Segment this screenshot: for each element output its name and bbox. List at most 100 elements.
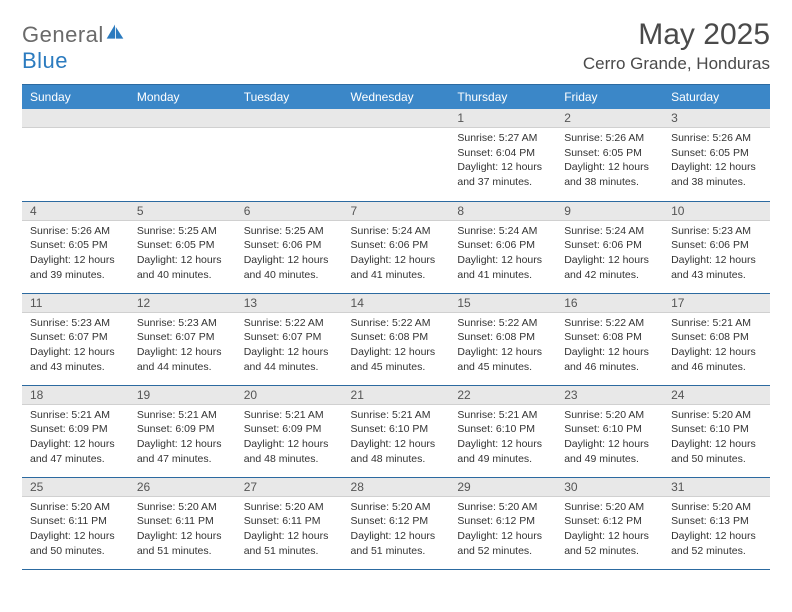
sunrise-line: Sunrise: 5:21 AM — [137, 408, 228, 423]
sunrise-line: Sunrise: 5:22 AM — [351, 316, 442, 331]
cell-content: Sunrise: 5:22 AMSunset: 6:08 PMDaylight:… — [556, 313, 663, 378]
sunset-line: Sunset: 6:07 PM — [137, 330, 228, 345]
cell-content: Sunrise: 5:21 AMSunset: 6:08 PMDaylight:… — [663, 313, 770, 378]
sunrise-line: Sunrise: 5:24 AM — [564, 224, 655, 239]
cell-content: Sunrise: 5:20 AMSunset: 6:12 PMDaylight:… — [449, 497, 556, 562]
calendar-cell-empty — [129, 109, 236, 201]
sunrise-line: Sunrise: 5:20 AM — [564, 408, 655, 423]
date-number: 21 — [343, 386, 450, 405]
daylight-line: Daylight: 12 hours and 47 minutes. — [137, 437, 228, 466]
sunrise-line: Sunrise: 5:22 AM — [457, 316, 548, 331]
date-number: 25 — [22, 478, 129, 497]
sunrise-line: Sunrise: 5:26 AM — [30, 224, 121, 239]
sunrise-line: Sunrise: 5:24 AM — [351, 224, 442, 239]
calendar-cell: 26Sunrise: 5:20 AMSunset: 6:11 PMDayligh… — [129, 477, 236, 569]
sunset-line: Sunset: 6:11 PM — [244, 514, 335, 529]
calendar-cell: 25Sunrise: 5:20 AMSunset: 6:11 PMDayligh… — [22, 477, 129, 569]
weekday-header: Saturday — [663, 85, 770, 110]
sunset-line: Sunset: 6:07 PM — [30, 330, 121, 345]
sunrise-line: Sunrise: 5:27 AM — [457, 131, 548, 146]
sunrise-line: Sunrise: 5:20 AM — [671, 408, 762, 423]
calendar-row: 1Sunrise: 5:27 AMSunset: 6:04 PMDaylight… — [22, 109, 770, 201]
sunset-line: Sunset: 6:06 PM — [351, 238, 442, 253]
cell-content: Sunrise: 5:26 AMSunset: 6:05 PMDaylight:… — [556, 128, 663, 193]
daylight-line: Daylight: 12 hours and 43 minutes. — [671, 253, 762, 282]
calendar-table: SundayMondayTuesdayWednesdayThursdayFrid… — [22, 84, 770, 570]
cell-content: Sunrise: 5:20 AMSunset: 6:10 PMDaylight:… — [663, 405, 770, 470]
sunset-line: Sunset: 6:09 PM — [30, 422, 121, 437]
calendar-cell: 5Sunrise: 5:25 AMSunset: 6:05 PMDaylight… — [129, 201, 236, 293]
cell-content: Sunrise: 5:21 AMSunset: 6:09 PMDaylight:… — [236, 405, 343, 470]
date-number: 12 — [129, 294, 236, 313]
calendar-cell: 29Sunrise: 5:20 AMSunset: 6:12 PMDayligh… — [449, 477, 556, 569]
date-number: 4 — [22, 202, 129, 221]
sunrise-line: Sunrise: 5:22 AM — [564, 316, 655, 331]
cell-content: Sunrise: 5:23 AMSunset: 6:07 PMDaylight:… — [22, 313, 129, 378]
daylight-line: Daylight: 12 hours and 44 minutes. — [244, 345, 335, 374]
calendar-row: 4Sunrise: 5:26 AMSunset: 6:05 PMDaylight… — [22, 201, 770, 293]
calendar-cell: 11Sunrise: 5:23 AMSunset: 6:07 PMDayligh… — [22, 293, 129, 385]
daylight-line: Daylight: 12 hours and 45 minutes. — [457, 345, 548, 374]
cell-content: Sunrise: 5:20 AMSunset: 6:12 PMDaylight:… — [343, 497, 450, 562]
sunrise-line: Sunrise: 5:23 AM — [671, 224, 762, 239]
cell-content: Sunrise: 5:21 AMSunset: 6:10 PMDaylight:… — [449, 405, 556, 470]
daylight-line: Daylight: 12 hours and 51 minutes. — [351, 529, 442, 558]
weekday-header: Wednesday — [343, 85, 450, 110]
cell-content: Sunrise: 5:23 AMSunset: 6:06 PMDaylight:… — [663, 221, 770, 286]
sunset-line: Sunset: 6:06 PM — [671, 238, 762, 253]
sunrise-line: Sunrise: 5:25 AM — [137, 224, 228, 239]
sunset-line: Sunset: 6:08 PM — [351, 330, 442, 345]
sunrise-line: Sunrise: 5:20 AM — [137, 500, 228, 515]
daylight-line: Daylight: 12 hours and 52 minutes. — [457, 529, 548, 558]
cell-content: Sunrise: 5:20 AMSunset: 6:11 PMDaylight:… — [129, 497, 236, 562]
cell-content: Sunrise: 5:23 AMSunset: 6:07 PMDaylight:… — [129, 313, 236, 378]
daylight-line: Daylight: 12 hours and 49 minutes. — [457, 437, 548, 466]
logo-text: General Blue — [22, 22, 126, 74]
header: General Blue May 2025 Cerro Grande, Hond… — [22, 18, 770, 74]
daylight-line: Daylight: 12 hours and 40 minutes. — [244, 253, 335, 282]
cell-content: Sunrise: 5:20 AMSunset: 6:11 PMDaylight:… — [236, 497, 343, 562]
calendar-cell: 17Sunrise: 5:21 AMSunset: 6:08 PMDayligh… — [663, 293, 770, 385]
date-number: 29 — [449, 478, 556, 497]
sunset-line: Sunset: 6:06 PM — [457, 238, 548, 253]
weekday-header: Sunday — [22, 85, 129, 110]
sunset-line: Sunset: 6:10 PM — [671, 422, 762, 437]
sunrise-line: Sunrise: 5:21 AM — [244, 408, 335, 423]
weekday-header: Tuesday — [236, 85, 343, 110]
calendar-cell-empty — [343, 109, 450, 201]
date-number: 23 — [556, 386, 663, 405]
date-number: 11 — [22, 294, 129, 313]
calendar-cell: 18Sunrise: 5:21 AMSunset: 6:09 PMDayligh… — [22, 385, 129, 477]
calendar-cell: 16Sunrise: 5:22 AMSunset: 6:08 PMDayligh… — [556, 293, 663, 385]
weekday-header: Monday — [129, 85, 236, 110]
date-number: 2 — [556, 109, 663, 128]
daylight-line: Daylight: 12 hours and 50 minutes. — [671, 437, 762, 466]
calendar-row: 25Sunrise: 5:20 AMSunset: 6:11 PMDayligh… — [22, 477, 770, 569]
calendar-cell: 27Sunrise: 5:20 AMSunset: 6:11 PMDayligh… — [236, 477, 343, 569]
daylight-line: Daylight: 12 hours and 48 minutes. — [351, 437, 442, 466]
calendar-cell: 31Sunrise: 5:20 AMSunset: 6:13 PMDayligh… — [663, 477, 770, 569]
daylight-line: Daylight: 12 hours and 42 minutes. — [564, 253, 655, 282]
sunrise-line: Sunrise: 5:26 AM — [564, 131, 655, 146]
cell-content: Sunrise: 5:21 AMSunset: 6:09 PMDaylight:… — [22, 405, 129, 470]
date-number: 15 — [449, 294, 556, 313]
calendar-cell-empty — [22, 109, 129, 201]
date-number: 30 — [556, 478, 663, 497]
date-number: 6 — [236, 202, 343, 221]
calendar-cell: 10Sunrise: 5:23 AMSunset: 6:06 PMDayligh… — [663, 201, 770, 293]
cell-content: Sunrise: 5:20 AMSunset: 6:13 PMDaylight:… — [663, 497, 770, 562]
sunrise-line: Sunrise: 5:20 AM — [671, 500, 762, 515]
cell-content: Sunrise: 5:24 AMSunset: 6:06 PMDaylight:… — [556, 221, 663, 286]
sunset-line: Sunset: 6:10 PM — [457, 422, 548, 437]
sunrise-line: Sunrise: 5:20 AM — [457, 500, 548, 515]
calendar-cell: 4Sunrise: 5:26 AMSunset: 6:05 PMDaylight… — [22, 201, 129, 293]
logo: General Blue — [22, 22, 126, 74]
cell-content: Sunrise: 5:20 AMSunset: 6:12 PMDaylight:… — [556, 497, 663, 562]
sunset-line: Sunset: 6:06 PM — [244, 238, 335, 253]
calendar-cell: 30Sunrise: 5:20 AMSunset: 6:12 PMDayligh… — [556, 477, 663, 569]
calendar-cell: 24Sunrise: 5:20 AMSunset: 6:10 PMDayligh… — [663, 385, 770, 477]
cell-content: Sunrise: 5:24 AMSunset: 6:06 PMDaylight:… — [449, 221, 556, 286]
calendar-cell-empty — [236, 109, 343, 201]
sunrise-line: Sunrise: 5:21 AM — [671, 316, 762, 331]
cell-content: Sunrise: 5:22 AMSunset: 6:07 PMDaylight:… — [236, 313, 343, 378]
